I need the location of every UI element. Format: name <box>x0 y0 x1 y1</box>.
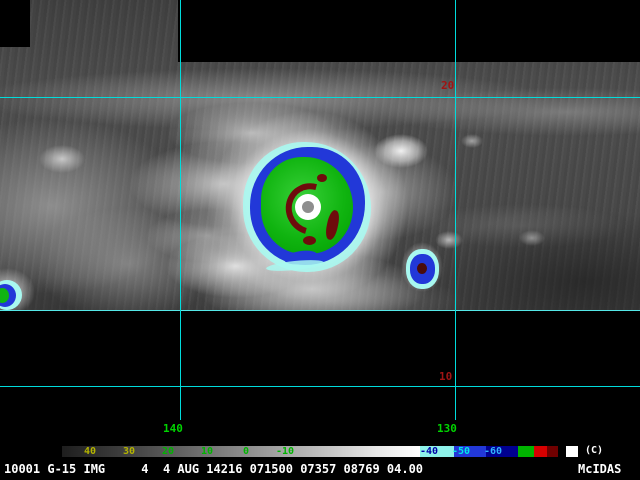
colorbar-segment-blue <box>454 446 486 457</box>
colorbar-tick-neg60: -60 <box>484 446 503 457</box>
grid-line-lat-10 <box>0 386 640 387</box>
cold-cloud-dark-spot <box>417 263 427 274</box>
satellite-image <box>0 0 640 310</box>
colorbar-segment-red <box>534 446 547 457</box>
colorbar-segment-white <box>566 446 578 457</box>
colorbar-segment-black <box>558 446 566 457</box>
lat-label-20: 20 <box>441 79 455 92</box>
colorbar-gray-gradient <box>62 446 420 457</box>
no-data-region-top <box>178 0 640 62</box>
colorbar-unit-label: (C) <box>585 445 604 456</box>
colorbar-tick-neg10: -10 <box>276 446 295 457</box>
colorbar-tick-20: 20 <box>162 446 175 457</box>
grid-line-lat-20 <box>0 97 640 98</box>
lon-label-140: 140 <box>163 422 183 435</box>
storm-eye-center <box>302 201 314 213</box>
image-data-edge-line <box>0 310 640 311</box>
colorbar-tick-0: 0 <box>243 446 250 457</box>
colorbar-segment-maroon <box>547 446 558 457</box>
mcidas-brand-label: McIDAS <box>578 462 622 476</box>
cold-cloud-green-core <box>0 288 9 303</box>
lon-label-130: 130 <box>437 422 457 435</box>
storm-enhancement-red-spot <box>303 236 316 245</box>
storm-enhancement-red-spot <box>317 174 327 182</box>
colorbar-segment-dark-blue <box>486 446 518 457</box>
no-data-region-top-left <box>0 0 30 47</box>
colorbar-segment-cyan <box>420 446 454 457</box>
colorbar-tick-30: 30 <box>123 446 136 457</box>
status-bar: 10001 G-15 IMG 4 4 AUG 14216 071500 0735… <box>0 458 640 480</box>
colorbar-tick-neg50: -50 <box>452 446 471 457</box>
colorbar-tick-40: 40 <box>84 446 97 457</box>
colorbar-tick-neg40: -40 <box>420 446 439 457</box>
frame-info-text: 10001 G-15 IMG 4 4 AUG 14216 071500 0735… <box>4 462 424 476</box>
colorbar-tick-10: 10 <box>201 446 214 457</box>
grid-line-lon-130 <box>455 0 456 420</box>
colorbar-segment-green <box>518 446 534 457</box>
temperature-colorbar: 40 30 20 10 0 -10 -40 -50 -60 <box>62 446 578 457</box>
lat-label-10: 10 <box>439 370 453 383</box>
grid-line-lon-140 <box>180 0 181 420</box>
